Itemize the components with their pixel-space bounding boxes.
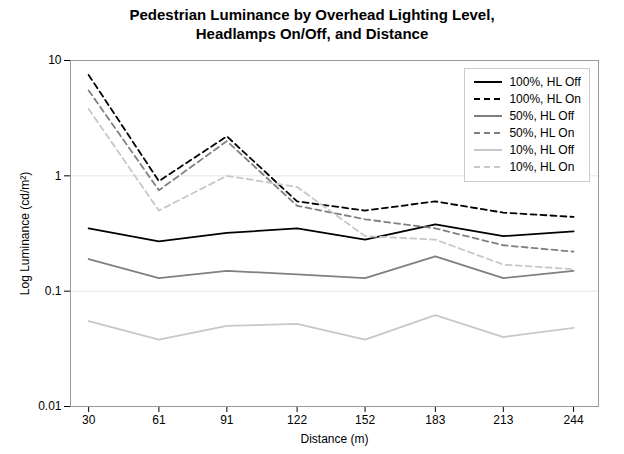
html-text:10%, HL Off: 10%, HL Off	[509, 142, 575, 157]
svg-text:183: 183	[425, 413, 445, 427]
html-text:100%, HL On: 100%, HL On	[509, 91, 581, 106]
svg-text:30: 30	[82, 413, 96, 427]
svg-text:213: 213	[493, 413, 513, 427]
svg-text:152: 152	[355, 413, 375, 427]
html-text:10%, HL On: 10%, HL On	[509, 159, 575, 174]
html-text:50%, HL Off: 50%, HL Off	[509, 108, 575, 123]
svg-text:0.01: 0.01	[38, 399, 62, 413]
svg-text:122: 122	[287, 413, 307, 427]
svg-text:244: 244	[564, 413, 584, 427]
svg-text:Log Luminance (cd/m²): Log Luminance (cd/m²)	[18, 171, 32, 294]
svg-text:61: 61	[152, 413, 166, 427]
svg-text:0.1: 0.1	[45, 284, 62, 298]
html-text:50%, HL On: 50%, HL On	[509, 125, 575, 140]
svg-text:10: 10	[48, 53, 62, 67]
svg-text:1: 1	[55, 168, 62, 182]
html-text:100%, HL Off: 100%, HL Off	[509, 74, 581, 89]
svg-text:Distance (m): Distance (m)	[300, 431, 368, 445]
html-text:Headlamps On/Off, and Distance: Headlamps On/Off, and Distance	[195, 24, 429, 42]
svg-text:91: 91	[220, 413, 234, 427]
html-text:Pedestrian Luminance by Overhe: Pedestrian Luminance by Overhead Lightin…	[129, 6, 495, 23]
